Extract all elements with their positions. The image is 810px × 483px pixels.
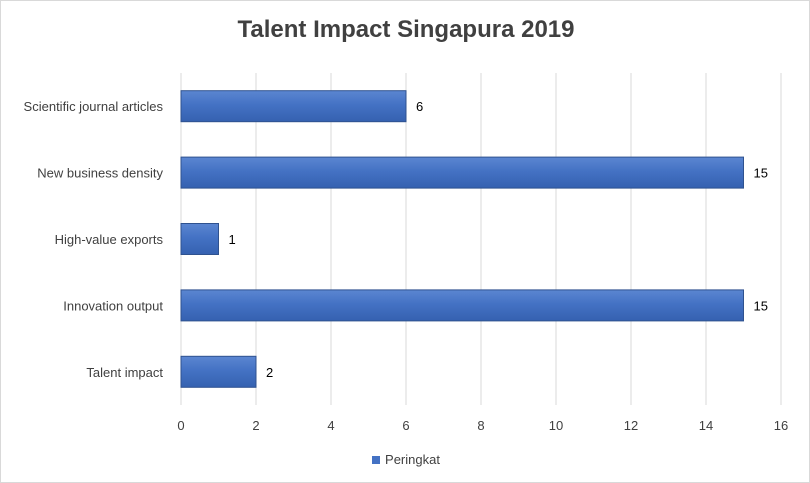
- legend-label: Peringkat: [385, 452, 440, 467]
- bar: [180, 289, 744, 322]
- y-category-label: Talent impact: [86, 365, 163, 380]
- x-tick-label: 10: [549, 418, 563, 433]
- y-category-label: Innovation output: [63, 298, 163, 313]
- x-tick-label: 6: [402, 418, 409, 433]
- data-label: 15: [754, 166, 768, 181]
- bar: [180, 355, 257, 388]
- bar: [180, 90, 407, 123]
- x-tick-label: 16: [774, 418, 788, 433]
- data-label: 1: [229, 232, 236, 247]
- y-category-label: New business density: [37, 166, 163, 181]
- legend: Peringkat: [1, 452, 810, 467]
- bars: [180, 90, 744, 388]
- legend-swatch: [372, 455, 381, 464]
- x-tick-label: 4: [327, 418, 334, 433]
- data-label: 6: [416, 99, 423, 114]
- bar: [180, 156, 744, 189]
- bar: [180, 223, 219, 255]
- data-label: 2: [266, 365, 273, 380]
- y-category-label: High-value exports: [55, 232, 164, 247]
- y-category-label: Scientific journal articles: [24, 99, 164, 114]
- x-tick-label: 14: [699, 418, 713, 433]
- x-tick-label: 0: [177, 418, 184, 433]
- x-tick-label: 8: [477, 418, 484, 433]
- chart-title: Talent Impact Singapura 2019: [237, 16, 575, 43]
- gridlines: [180, 73, 782, 405]
- x-tick-label: 2: [252, 418, 259, 433]
- x-tick-label: 12: [624, 418, 638, 433]
- data-label: 15: [754, 298, 768, 313]
